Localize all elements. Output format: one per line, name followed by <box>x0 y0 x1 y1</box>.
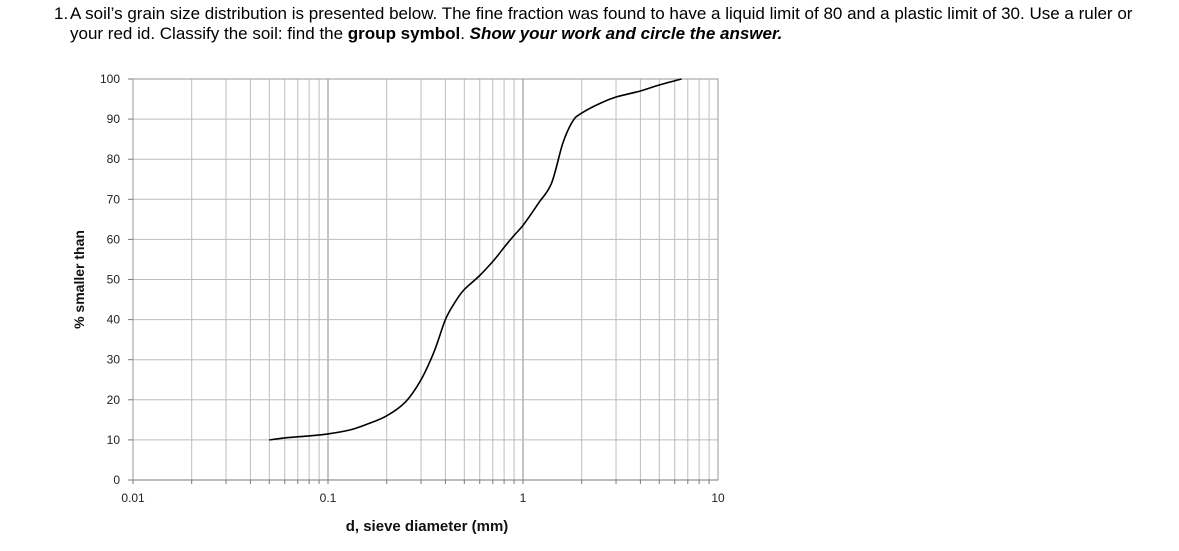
y-tick-label: 50 <box>107 273 121 287</box>
x-tick-label: 0.1 <box>320 491 337 505</box>
x-axis-title: d, sieve diameter (mm) <box>346 518 509 535</box>
y-axis-title: % smaller than <box>71 230 87 329</box>
y-tick-label: 20 <box>107 393 121 407</box>
y-tick-label: 90 <box>107 112 121 126</box>
y-tick-label: 60 <box>107 232 121 246</box>
x-tick-label: 0.01 <box>121 491 145 505</box>
y-tick-label: 70 <box>107 192 121 206</box>
group-symbol-phrase: group symbol <box>347 24 461 43</box>
question-number: 1. <box>54 4 69 23</box>
question-intro: A soil’s grain size distribution is pres… <box>70 4 1133 43</box>
x-tick-label: 10 <box>711 491 725 505</box>
x-tick-label: 1 <box>520 491 527 505</box>
y-tick-label: 40 <box>107 313 121 327</box>
instruction-phrase: Show your work and circle the answer. <box>469 24 783 43</box>
y-tick-label: 80 <box>107 152 121 166</box>
question-separator: . <box>460 24 470 43</box>
question-text: 1. A soil’s grain size distribution is pr… <box>54 4 1170 44</box>
y-tick-label: 100 <box>100 72 120 86</box>
gradation-curve <box>269 78 682 441</box>
y-tick-label: 0 <box>113 473 120 487</box>
y-tick-label: 30 <box>107 353 121 367</box>
y-tick-label: 10 <box>107 433 121 447</box>
